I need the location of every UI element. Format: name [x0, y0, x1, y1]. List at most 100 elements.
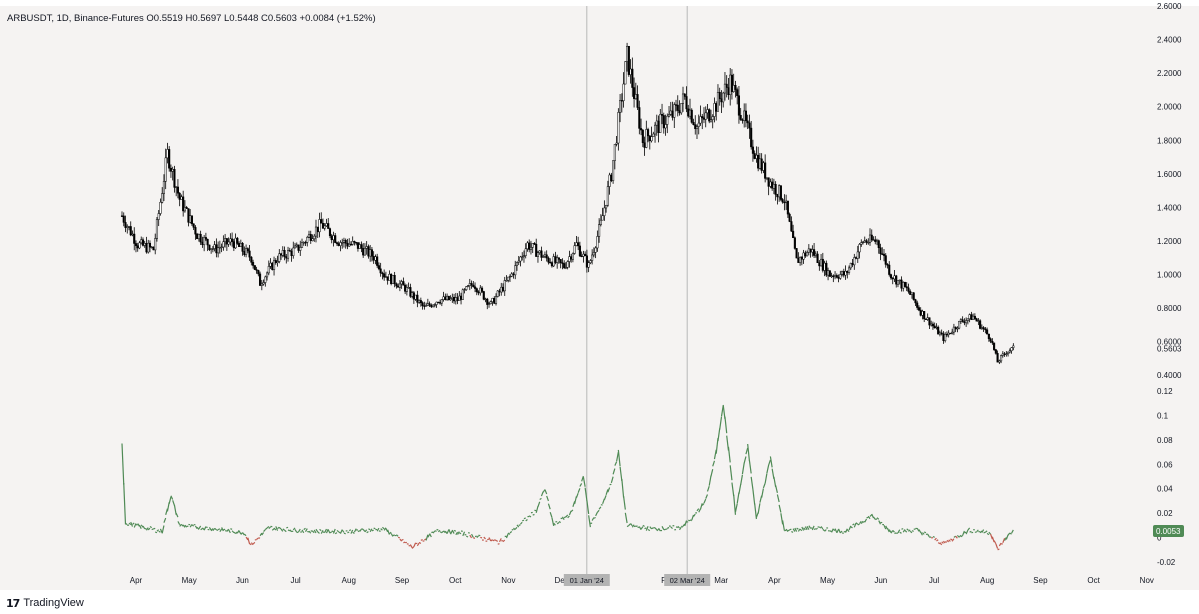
oscillator-axis-tick: 0.04: [1157, 485, 1173, 494]
candle-body: [493, 297, 496, 304]
candle-body: [362, 248, 365, 256]
candle-body: [989, 338, 992, 342]
candle-body: [944, 334, 947, 341]
candlestick-series: [120, 42, 1015, 365]
candle-body: [711, 116, 714, 120]
oscillator-segment: [317, 531, 320, 534]
oscillator-segment: [364, 529, 368, 533]
oscillator-segment: [388, 531, 392, 535]
time-axis-tick: Apr: [768, 576, 781, 585]
candle-body: [161, 193, 164, 203]
oscillator-segment: [298, 528, 301, 533]
price-axis-tick: 2.4000: [1157, 36, 1182, 45]
candle-body: [980, 327, 983, 329]
candle-body: [162, 181, 165, 194]
oscillator-segment: [960, 535, 963, 538]
candle-body: [800, 257, 803, 260]
candle-body: [856, 251, 859, 259]
oscillator-segment: [395, 534, 399, 537]
candle-body: [970, 314, 973, 321]
oscillator-segment: [689, 519, 692, 522]
oscillator-segment: [154, 531, 158, 534]
candle-body: [218, 247, 221, 249]
candle-body: [961, 319, 964, 322]
candle-body: [243, 251, 246, 255]
candle-body: [145, 243, 148, 253]
candle-body: [612, 160, 615, 181]
oscillator-segment: [946, 539, 950, 543]
oscillator-segment: [287, 529, 291, 532]
oscillator-segment: [380, 528, 383, 531]
oscillator-segment: [264, 527, 268, 531]
oscillator-segment: [478, 534, 481, 537]
candle-body: [318, 219, 321, 233]
oscillator-axis-tick: 0.02: [1157, 509, 1173, 518]
candle-body: [451, 296, 454, 299]
oscillator-segment: [638, 526, 642, 530]
oscillator-segment: [273, 527, 277, 531]
oscillator-segment: [561, 516, 565, 521]
candle-body: [337, 243, 340, 246]
oscillator-segment: [738, 484, 742, 495]
oscillator-segment: [191, 524, 195, 527]
candle-body: [650, 136, 653, 142]
candle-body: [1000, 355, 1003, 362]
oscillator-segment: [577, 488, 581, 493]
oscillator-value-tag: [1153, 525, 1184, 538]
oscillator-segment: [457, 531, 460, 535]
oscillator-segment: [451, 529, 455, 534]
candle-body: [314, 226, 318, 237]
price-axis[interactable]: [1152, 6, 1199, 590]
price-axis-tick: 2.6000: [1157, 2, 1182, 11]
oscillator-segment: [964, 531, 967, 534]
candle-body: [667, 114, 671, 117]
oscillator-segment: [684, 520, 688, 527]
candle-body: [313, 235, 316, 240]
candle-body: [269, 262, 272, 267]
oscillator-segment: [261, 532, 265, 536]
oscillator-segment: [575, 493, 579, 498]
candle-body: [889, 274, 893, 279]
candle-body: [802, 252, 805, 260]
candle-body: [449, 298, 452, 301]
oscillator-segment: [156, 529, 160, 532]
oscillator-segment: [161, 525, 165, 534]
oscillator-segment: [878, 520, 882, 525]
candle-body: [323, 225, 326, 229]
oscillator-segment: [682, 523, 686, 527]
candle-body: [577, 242, 580, 247]
oscillator-segment: [869, 514, 873, 517]
candle-body: [993, 342, 996, 350]
candle-body: [652, 133, 655, 137]
oscillator-segment: [441, 530, 444, 533]
oscillator-segment: [1009, 532, 1012, 535]
oscillator-segment: [268, 526, 271, 530]
oscillator-segment: [275, 526, 279, 531]
candle-body: [370, 249, 373, 257]
oscillator-segment: [292, 527, 296, 531]
price-axis-tick: 0.6000: [1157, 338, 1182, 347]
oscillator-segment: [784, 529, 787, 532]
oscillator-segment: [729, 465, 733, 481]
oscillator-segment: [754, 503, 758, 520]
candle-body: [341, 242, 344, 244]
oscillator-segment: [642, 524, 645, 527]
oscillator-segment: [867, 515, 871, 520]
time-axis-tick: Jun: [874, 576, 887, 585]
oscillator-segment: [873, 516, 876, 520]
candle-body: [272, 260, 276, 270]
candle-body: [874, 239, 877, 242]
candle-body: [274, 260, 277, 263]
candle-body: [727, 87, 730, 95]
candle-body: [847, 267, 851, 273]
candle-body: [208, 244, 211, 251]
oscillator-segment: [640, 526, 644, 530]
oscillator-segment: [810, 527, 813, 529]
candle-body: [758, 158, 761, 169]
oscillator-segment: [420, 538, 423, 541]
candle-body: [716, 92, 720, 112]
candle-body: [571, 253, 574, 260]
oscillator-segment: [130, 521, 134, 527]
candle-body: [477, 291, 480, 294]
